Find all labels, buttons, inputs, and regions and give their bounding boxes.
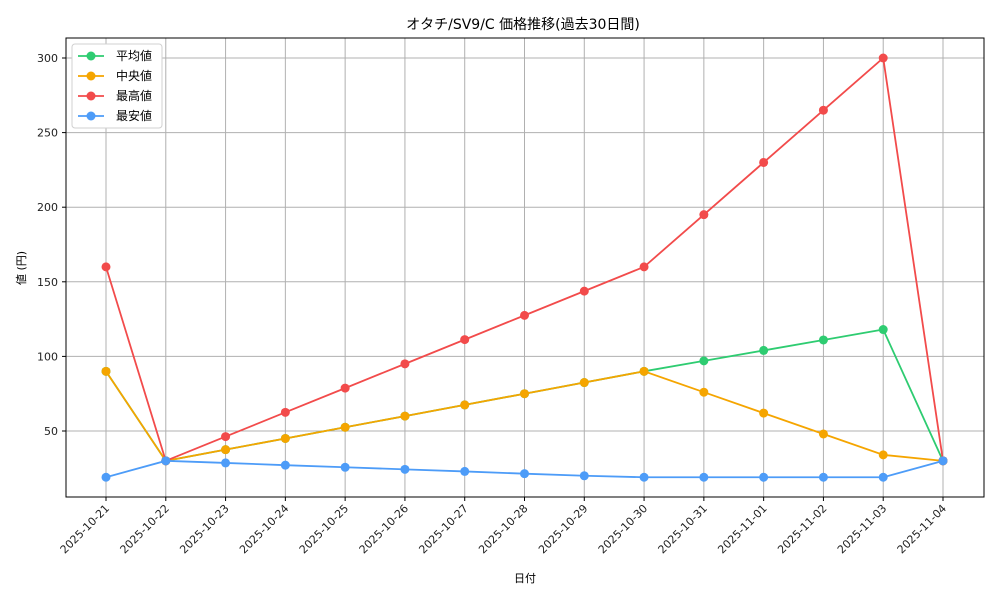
x-axis-ticks: 2025-10-21 2025-10-22 2025-10-23 2025-10-24…: [58, 497, 949, 556]
data-point: [520, 389, 529, 399]
y-tick-label: 150: [37, 276, 58, 289]
y-tick-label: 250: [37, 127, 58, 140]
data-point: [878, 53, 888, 63]
x-tick-label: 2025-10-30: [596, 502, 650, 556]
legend-marker-icon: [86, 71, 96, 81]
data-point: [699, 210, 709, 220]
x-axis-label: 日付: [514, 572, 536, 585]
legend-label: 最高値: [116, 88, 152, 103]
data-point: [101, 366, 111, 376]
x-tick-label: 2025-10-21: [58, 502, 112, 556]
data-point: [221, 458, 231, 468]
data-point: [280, 460, 290, 470]
data-point: [400, 411, 410, 421]
data-point: [340, 383, 350, 393]
y-tick-label: 100: [37, 350, 58, 363]
data-point: [520, 469, 529, 479]
data-point: [818, 472, 828, 482]
data-point: [280, 407, 290, 417]
data-point: [759, 345, 769, 355]
legend-box: [71, 43, 163, 129]
x-tick-label: 2025-11-01: [715, 502, 769, 556]
y-tick-label: 50: [44, 425, 58, 438]
x-tick-label: 2025-10-29: [536, 502, 590, 556]
data-point: [938, 456, 948, 466]
y-tick-label: 200: [37, 201, 58, 214]
data-point: [280, 433, 290, 443]
data-point: [340, 462, 350, 472]
legend-label: 平均値: [116, 48, 152, 63]
x-tick-label: 2025-11-02: [775, 502, 829, 556]
x-tick-label: 2025-10-28: [476, 502, 530, 556]
x-tick-label: 2025-11-04: [895, 502, 949, 556]
x-tick-label: 2025-10-25: [297, 502, 351, 556]
data-point: [460, 466, 470, 476]
x-tick-label: 2025-10-27: [416, 502, 470, 556]
data-point: [818, 105, 828, 115]
data-point: [639, 472, 649, 482]
legend-marker-icon: [86, 91, 96, 101]
y-axis-ticks: 50 100 150 200 250 300: [37, 52, 66, 438]
data-point: [579, 286, 589, 296]
x-tick-label: 2025-10-23: [177, 502, 231, 556]
y-axis-label: 値 (円): [15, 251, 28, 285]
x-tick-label: 2025-11-03: [835, 502, 889, 556]
data-point: [221, 432, 231, 442]
x-tick-label: 2025-10-31: [656, 502, 710, 556]
data-point: [460, 335, 470, 345]
series-2: [101, 53, 948, 466]
series-lines: [101, 53, 948, 482]
data-point: [639, 262, 649, 272]
data-point: [101, 472, 111, 482]
data-point: [400, 359, 410, 369]
data-point: [460, 400, 470, 410]
legend-marker-icon: [86, 51, 96, 61]
data-point: [878, 450, 888, 460]
data-point: [579, 471, 589, 481]
data-point: [818, 429, 828, 439]
legend-label: 中央値: [116, 68, 152, 83]
chart-title: オタチ/SV9/C 価格推移(過去30日間): [406, 17, 640, 33]
data-point: [579, 378, 589, 388]
x-tick-label: 2025-10-22: [118, 502, 172, 556]
data-point: [161, 456, 171, 466]
series-3: [101, 456, 948, 482]
data-point: [639, 366, 649, 376]
y-tick-label: 300: [37, 52, 58, 65]
data-point: [878, 325, 888, 335]
data-point: [699, 387, 709, 397]
legend-marker-icon: [86, 111, 96, 121]
x-tick-label: 2025-10-26: [357, 502, 411, 556]
grid-lines: [66, 38, 984, 497]
data-point: [520, 310, 529, 320]
data-point: [759, 157, 769, 167]
x-tick-label: 2025-10-24: [237, 502, 291, 556]
data-point: [759, 472, 769, 482]
data-point: [699, 356, 709, 366]
data-point: [818, 335, 828, 345]
legend-label: 最安値: [116, 108, 152, 123]
data-point: [400, 464, 410, 474]
data-point: [878, 472, 888, 482]
data-point: [340, 422, 350, 432]
data-point: [759, 408, 769, 418]
data-point: [101, 262, 111, 272]
data-point: [699, 472, 709, 482]
data-point: [221, 445, 231, 455]
